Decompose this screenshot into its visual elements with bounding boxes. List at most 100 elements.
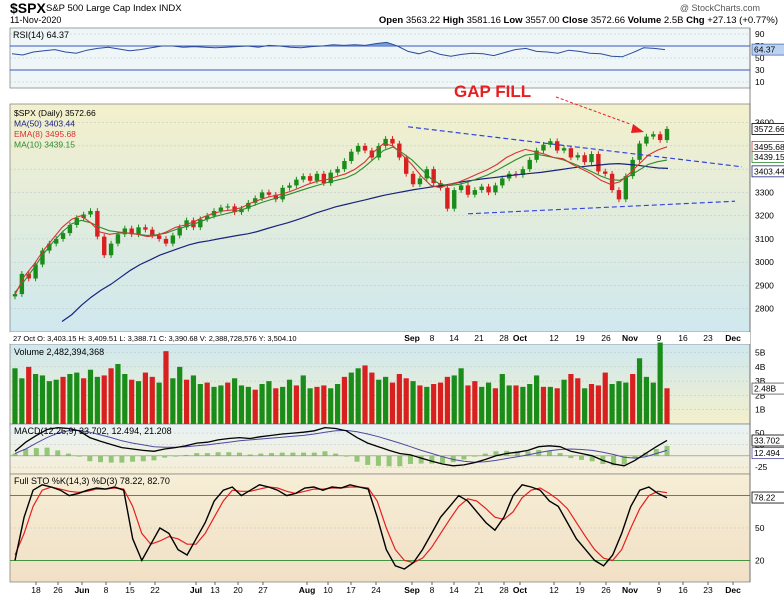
price-candle-body [500,178,505,186]
bottom-xaxis-label: 9 [657,585,662,595]
price-candle-body [452,190,457,209]
volume-bar [273,388,279,424]
index-name: S&P 500 Large Cap Index INDX [46,3,182,14]
bottom-xaxis-label: 12 [549,585,559,595]
close-label: Close [562,15,589,26]
price-candle-body [561,148,567,151]
volume-label: Volume [627,15,662,26]
price-tick-label: 3200 [755,211,774,221]
bottom-xaxis-label: 16 [678,585,688,595]
volume-bar [636,358,643,424]
price-candle-body [417,178,423,185]
price-value-tag-0-bg [751,123,784,135]
price-candle-body [664,128,670,141]
volume-bar [485,382,492,424]
rsi-value-tag-bg [751,43,784,56]
ticker-symbol: $SPX [10,0,46,16]
volume-bar [197,384,203,424]
rsi-tick-label: 50 [755,53,765,63]
macd-histogram-bar [589,455,595,462]
macd-value-tag: 33.702 [754,436,780,446]
volume-tick-label: 2B [755,390,766,400]
volume-bar [403,378,409,424]
bottom-xaxis-label: 20 [233,585,243,595]
price-legend-3: MA(10) 3439.15 [14,140,75,150]
price-legend-0: $SPX (Daily) 3572.66 [14,108,96,118]
macd-histogram-bar [407,455,413,464]
price-candle-body [33,264,38,279]
macd-histogram-bar [621,455,627,465]
price-candle-body [603,171,608,174]
bottom-xaxis-label: Aug [299,585,316,595]
rsi-tick-label: 10 [755,77,765,87]
volume-bar [575,378,581,424]
price-xaxis-label: 26 [601,333,611,343]
macd-histogram-bar [12,453,18,456]
volume-bar [568,374,574,424]
price-value-tag-3-bg [751,165,784,178]
macd-histogram-bar [375,455,381,466]
price-candle-body [582,155,587,163]
price-value-tag-3: 3403.44 [754,166,784,176]
price-xaxis-label: 8 [430,333,435,343]
macd-histogram-bar [482,453,488,456]
price-candle-body [321,173,327,184]
volume-bar [163,351,169,424]
price-candle-body [630,159,635,177]
macd-histogram-bar [130,455,136,462]
sto-legend: Full STO %K(14,3) %D(3) 78.22, 82.70 [14,476,170,486]
price-xaxis-label: Dec [725,333,741,343]
volume-bar [177,366,183,424]
rsi-line [11,41,666,58]
ma50-line [61,162,669,322]
volume-bar [135,381,142,424]
bottom-xaxis-label: Jul [190,585,202,595]
price-candle-body [259,192,265,199]
bottom-xaxis-label: 15 [125,585,135,595]
price-candle-body [81,214,86,218]
macd-histogram-bar [140,455,146,462]
macd-histogram-bar [397,455,403,467]
macd-histogram-bar [557,453,563,456]
volume-bar [81,378,87,424]
price-xaxis-label: 12 [549,333,559,343]
high-label: High [442,15,464,26]
price-candle-body [218,207,224,212]
volume-bar [266,381,272,424]
bottom-xaxis-label: 22 [150,585,160,595]
price-value-tag-1: 3495.68 [754,142,784,152]
macd-histogram-bar [87,455,93,462]
macd-histogram-bar [354,455,360,462]
volume-bar [547,386,553,424]
price-xaxis-label: 21 [474,333,484,343]
volume-bar [431,384,437,424]
price-xaxis-label: 23 [703,333,713,343]
volume-bar [232,378,238,424]
sto-value-tag: 78.22 [754,493,776,503]
bottom-xaxis-label: 18 [31,585,41,595]
volume-bar [252,389,258,424]
macd-histogram-bar [418,455,424,464]
volume-tick-label: 1B [755,405,766,415]
macd-histogram-bar [98,455,104,463]
price-candle-body [520,169,526,175]
volume-bar [74,372,80,424]
price-candle-body [287,185,292,188]
macd-signal-tag: 12.494 [754,448,780,458]
volume-bar [328,388,334,424]
volume-bar [204,382,210,424]
volume-bar [437,382,444,424]
price-value-tag-2: 3439.15 [754,152,784,162]
volume-value: 2.5B [663,15,684,26]
ohlc-summary: Open 3563.22 High 3581.16 Low 3557.00 Cl… [379,15,778,26]
price-candle-body [67,224,73,234]
bottom-xaxis-label: Nov [622,585,638,595]
bottom-xaxis-label: 26 [601,585,611,595]
macd-signal-tag-bg [751,447,784,460]
volume-bar [465,385,471,424]
macd-histogram-bar [514,451,520,456]
bottom-xaxis-label: 21 [474,585,484,595]
volume-bar [19,378,25,424]
macd-signal-line [14,429,668,463]
